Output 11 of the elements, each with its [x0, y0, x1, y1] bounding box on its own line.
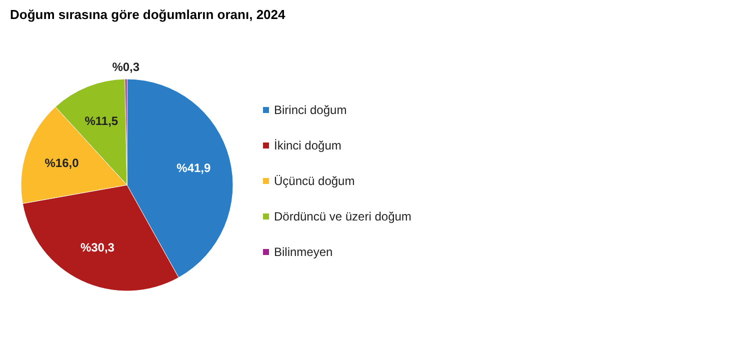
- data-label: %16,0: [44, 156, 80, 170]
- chart-title: Doğum sırasına göre doğumların oranı, 2024: [10, 7, 286, 22]
- data-label: %41,9: [176, 160, 212, 175]
- legend-label: Üçüncü doğum: [274, 174, 355, 188]
- data-label: %11,5: [84, 114, 118, 128]
- data-label: %30,3: [80, 240, 115, 254]
- legend-label: Bilinmeyen: [274, 245, 333, 260]
- legend-label: İkinci doğum: [274, 138, 342, 153]
- legend-label: Birinci doğum: [274, 103, 347, 118]
- data-label: %0,3: [112, 60, 140, 74]
- legend-label: Dördüncü ve üzeri doğum: [274, 210, 412, 224]
